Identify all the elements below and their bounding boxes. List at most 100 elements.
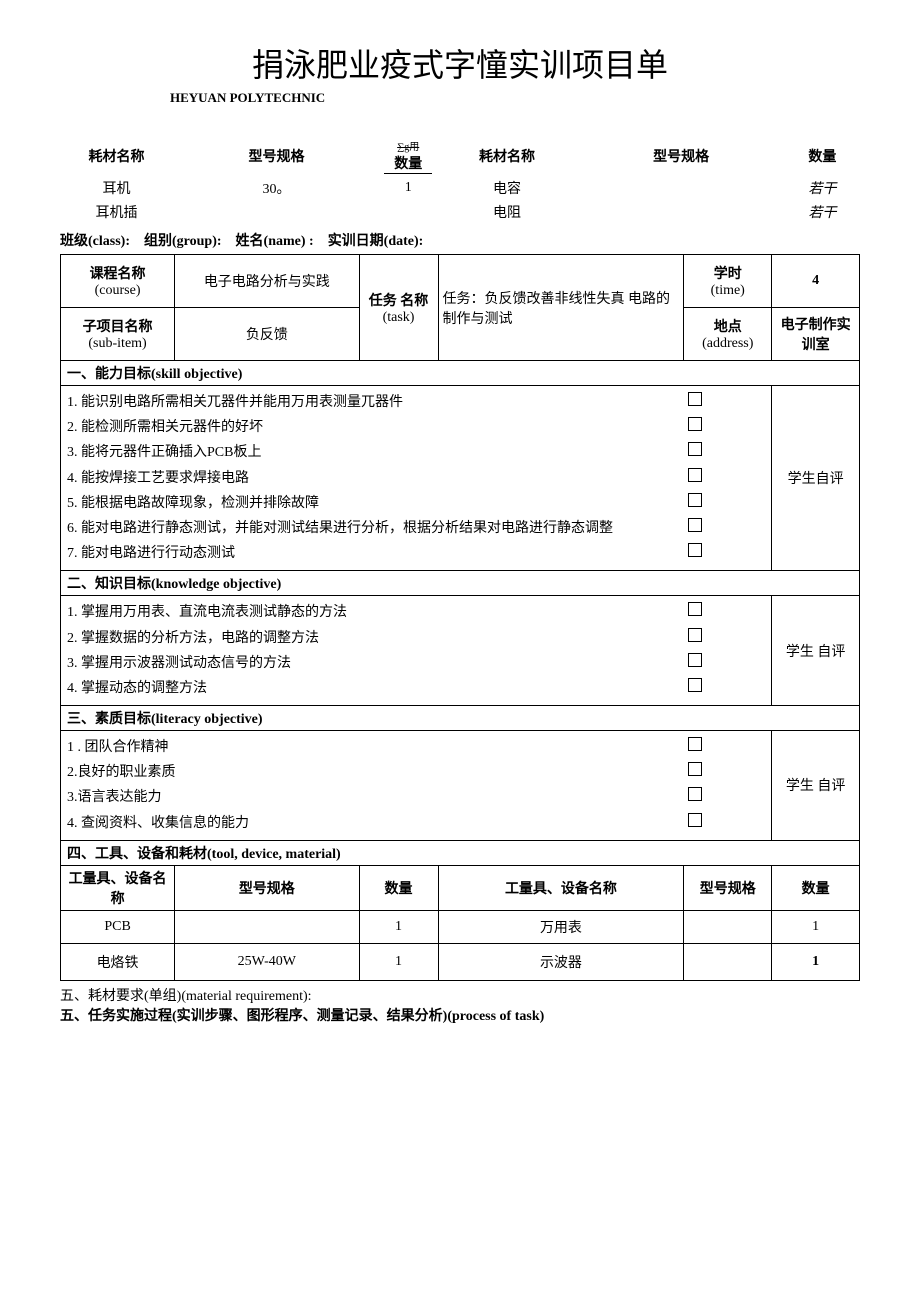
list-item: 3. 能将元器件正确插入PCB板上 (67, 440, 678, 465)
cell: 25W-40W (175, 943, 359, 980)
checkbox-icon (688, 417, 702, 431)
checkbox-icon (688, 442, 702, 456)
s4-h-q: 数量 (359, 865, 438, 910)
cell: 电容 (436, 176, 577, 200)
cell (173, 200, 380, 224)
s2-checkboxes (684, 596, 772, 706)
hdr-name1: 耗材名称 (60, 136, 173, 176)
cell (380, 200, 436, 224)
mat-row: 耳机插 电阻 若干 (60, 200, 860, 224)
cell (175, 910, 359, 943)
s4-h-n2: 工量具、设备名称 (438, 865, 684, 910)
s3-checkboxes (684, 731, 772, 841)
main-table: 课程名称(course) 电子电路分析与实践 任务 名称(task) 任务：负反… (60, 254, 860, 981)
cell (578, 200, 785, 224)
hdr-spec2: 型号规格 (578, 136, 785, 176)
list-item: 1 . 团队合作精神 (67, 735, 678, 760)
checkbox-icon (688, 468, 702, 482)
list-item: 5. 能根据电路故障现象，检测并排除故障 (67, 491, 678, 516)
addr-value: 电子制作实训室 (772, 308, 860, 361)
mat-row: 耳机 30。 1 电容 若干 (60, 176, 860, 200)
checkbox-icon (688, 602, 702, 616)
table-row: PCB 1 万用表 1 (61, 910, 860, 943)
hdr-name2: 耗材名称 (436, 136, 577, 176)
checkbox-icon (688, 392, 702, 406)
cell: 30。 (173, 176, 380, 200)
table-row: 电烙铁 25W-40W 1 示波器 1 (61, 943, 860, 980)
cell: 电阻 (436, 200, 577, 224)
course-value: 电子电路分析与实践 (175, 255, 359, 308)
s1-items: 1. 能识别电路所需相关兀器件并能用万用表测量兀器件 2. 能检测所需相关元器件… (61, 386, 684, 571)
list-item: 1. 掌握用万用表、直流电流表测试静态的方法 (67, 600, 678, 625)
list-item: 1. 能识别电路所需相关兀器件并能用万用表测量兀器件 (67, 390, 678, 415)
cell: 若干 (785, 176, 860, 200)
checkbox-icon (688, 493, 702, 507)
s5b: 五、任务实施过程(实训步骤、图形程序、测量记录、结果分析)(process of… (60, 1005, 860, 1025)
s1-self-eval: 学生自评 (772, 386, 860, 571)
checkbox-icon (688, 518, 702, 532)
cell: 若干 (785, 200, 860, 224)
page-title: 捐泳肥业疫式字憧实训项目单 (60, 40, 860, 86)
addr-label-cell: 地点(address) (684, 308, 772, 361)
page-subtitle: HEYUAN POLYTECHNIC (170, 90, 860, 106)
hdr-qty1: ∑g用 数量 (380, 136, 436, 176)
group-label: 组别(group): (144, 234, 222, 249)
s2-items: 1. 掌握用万用表、直流电流表测试静态的方法 2. 掌握数据的分析方法，电路的调… (61, 596, 684, 706)
list-item: 2.良好的职业素质 (67, 760, 678, 785)
cell: 1 (380, 176, 436, 200)
s1-header: 一、能力目标(skill objective) (61, 361, 860, 386)
checkbox-icon (688, 543, 702, 557)
hours-value: 4 (772, 255, 860, 308)
cell: 1 (359, 943, 438, 980)
cell: 电烙铁 (61, 943, 175, 980)
date-label: 实训日期(date): (328, 234, 424, 249)
subitem-label-cell: 子项目名称(sub-item) (61, 308, 175, 361)
cell (684, 910, 772, 943)
s4-h-sp: 型号规格 (175, 865, 359, 910)
list-item: 4. 掌握动态的调整方法 (67, 676, 678, 701)
s4-header: 四、工具、设备和耗材(tool, device, material) (61, 840, 860, 865)
top-materials-table: 耗材名称 型号规格 ∑g用 数量 耗材名称 型号规格 数量 耳机 30。 1 电… (60, 136, 860, 224)
checkbox-icon (688, 813, 702, 827)
list-item: 2. 掌握数据的分析方法，电路的调整方法 (67, 626, 678, 651)
cell: 1 (359, 910, 438, 943)
cell (578, 176, 785, 200)
cell: 耳机 (60, 176, 173, 200)
list-item: 4. 查阅资料、收集信息的能力 (67, 811, 678, 836)
cell: 1 (772, 910, 860, 943)
cell: 万用表 (438, 910, 684, 943)
s5a: 五、耗材要求(单组)(material requirement): (60, 985, 860, 1005)
cell: 1 (772, 943, 860, 980)
checkbox-icon (688, 762, 702, 776)
list-item: 4. 能按焊接工艺要求焊接电路 (67, 466, 678, 491)
hdr-spec1: 型号规格 (173, 136, 380, 176)
course-label-cell: 课程名称(course) (61, 255, 175, 308)
cell (684, 943, 772, 980)
hdr-qty2: 数量 (785, 136, 860, 176)
checkbox-icon (688, 653, 702, 667)
task-label-cell: 任务 名称(task) (359, 255, 438, 361)
list-item: 3.语言表达能力 (67, 785, 678, 810)
cell: PCB (61, 910, 175, 943)
s3-self-eval: 学生 自评 (772, 731, 860, 841)
checkbox-icon (688, 787, 702, 801)
checkbox-icon (688, 628, 702, 642)
s2-header: 二、知识目标(knowledge objective) (61, 571, 860, 596)
s1-checkboxes (684, 386, 772, 571)
s2-self-eval: 学生 自评 (772, 596, 860, 706)
hours-label-cell: 学时(time) (684, 255, 772, 308)
subitem-value: 负反馈 (175, 308, 359, 361)
cell: 示波器 (438, 943, 684, 980)
s4-h-n1: 工量具、设备名称 (61, 865, 175, 910)
list-item: 2. 能检测所需相关元器件的好坏 (67, 415, 678, 440)
s4-h-sp2: 型号规格 (684, 865, 772, 910)
s4-h-q2: 数量 (772, 865, 860, 910)
checkbox-icon (688, 737, 702, 751)
cell: 耳机插 (60, 200, 173, 224)
name-label: 姓名(name) : (236, 234, 314, 249)
list-item: 6. 能对电路进行静态测试，并能对测试结果进行分析，根据分析结果对电路进行静态调… (67, 516, 678, 541)
task-value: 任务：负反馈改善非线性失真 电路的制作与测试 (438, 255, 684, 361)
checkbox-icon (688, 678, 702, 692)
class-label: 班级(class): (60, 234, 130, 249)
list-item: 3. 掌握用示波器测试动态信号的方法 (67, 651, 678, 676)
